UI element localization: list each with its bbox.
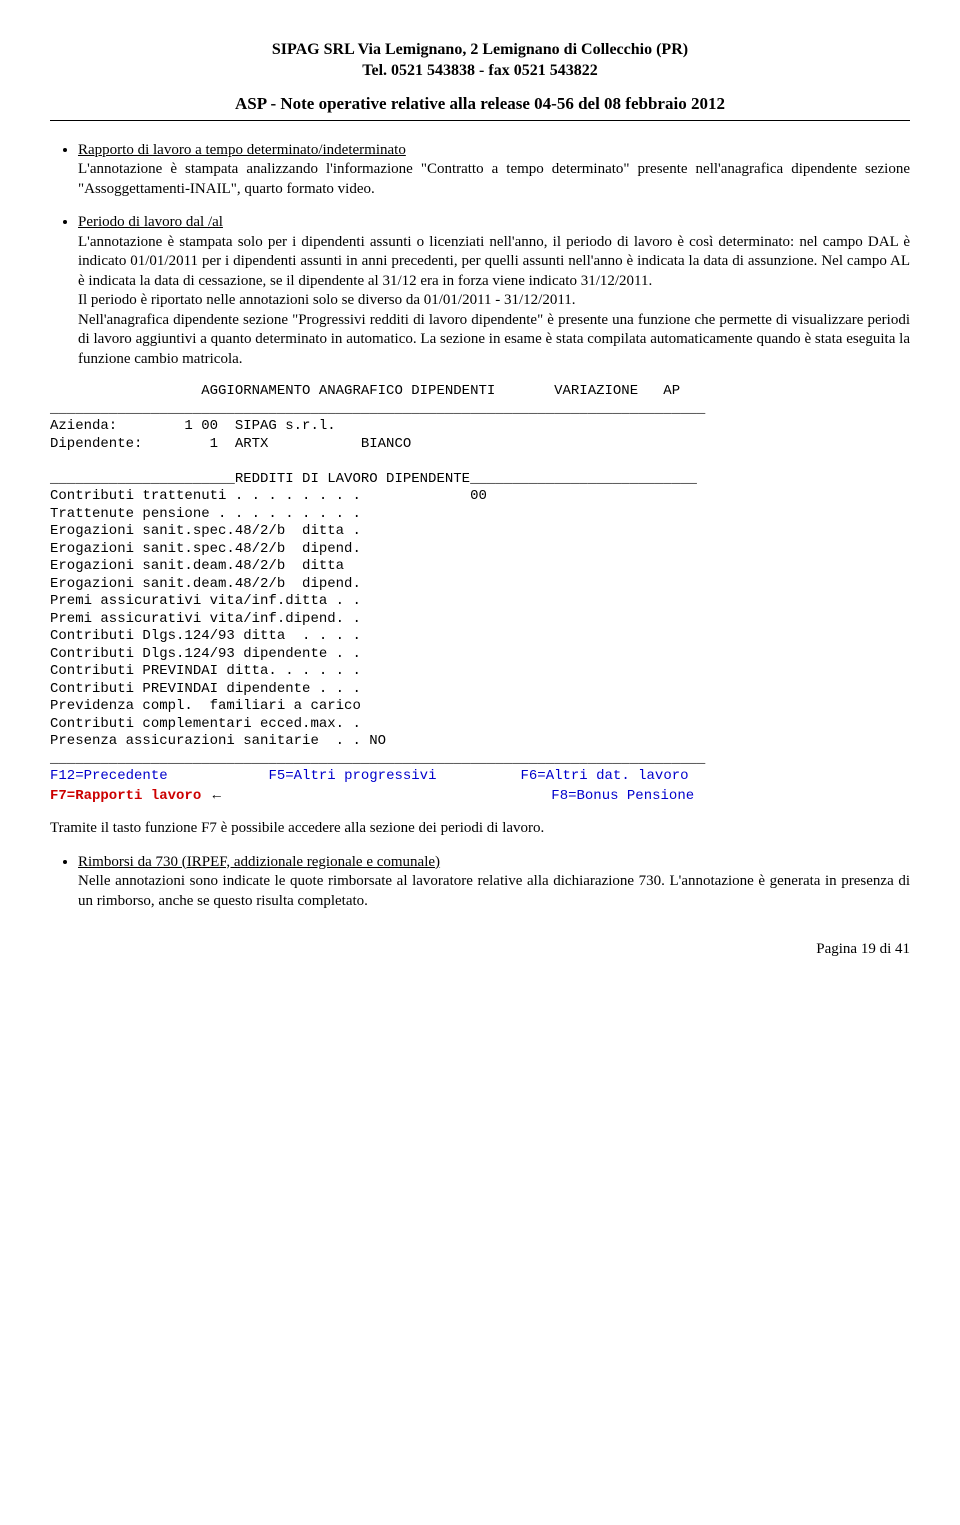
page-subtitle: ASP - Note operative relative alla relea…	[50, 94, 910, 114]
bullet-rimborsi: Rimborsi da 730 (IRPEF, addizionale regi…	[78, 853, 910, 912]
page-footer: Pagina 19 di 41	[50, 941, 910, 958]
company-line1: SIPAG SRL Via Lemignano, 2 Lemignano di …	[50, 40, 910, 61]
bullet-rapporto: Rapporto di lavoro a tempo determinato/i…	[78, 141, 910, 200]
bullet-text-3: Nelle annotazioni sono indicate le quote…	[78, 873, 910, 909]
f7-key[interactable]: F7=Rapporti lavoro	[50, 788, 201, 804]
bullet-list-2: Rimborsi da 730 (IRPEF, addizionale regi…	[50, 853, 910, 912]
bullet-title-1: Rapporto di lavoro a tempo determinato/i…	[78, 142, 406, 158]
bullet-list: Rapporto di lavoro a tempo determinato/i…	[50, 141, 910, 370]
f6-key[interactable]: F6=Altri dat. lavoro	[521, 768, 689, 784]
bullet-text-1: L'annotazione è stampata analizzando l'i…	[78, 161, 910, 197]
divider-top	[50, 120, 910, 121]
bullet-periodo: Periodo di lavoro dal /al L'annotazione …	[78, 213, 910, 369]
bullet-text-2: L'annotazione è stampata solo per i dipe…	[78, 234, 910, 367]
after-screen-text: Tramite il tasto funzione F7 è possibile…	[50, 819, 910, 839]
f5-key[interactable]: F5=Altri progressivi	[268, 768, 436, 784]
terminal-screen: AGGIORNAMENTO ANAGRAFICO DIPENDENTI VARI…	[50, 383, 910, 805]
bullet-title-2: Periodo di lavoro dal /al	[78, 214, 223, 230]
bullet-title-3: Rimborsi da 730 (IRPEF, addizionale regi…	[78, 854, 440, 870]
f8-key[interactable]: F8=Bonus Pensione	[551, 788, 694, 804]
company-line2: Tel. 0521 543838 - fax 0521 543822	[50, 61, 910, 82]
f12-key[interactable]: F12=Precedente	[50, 768, 168, 784]
